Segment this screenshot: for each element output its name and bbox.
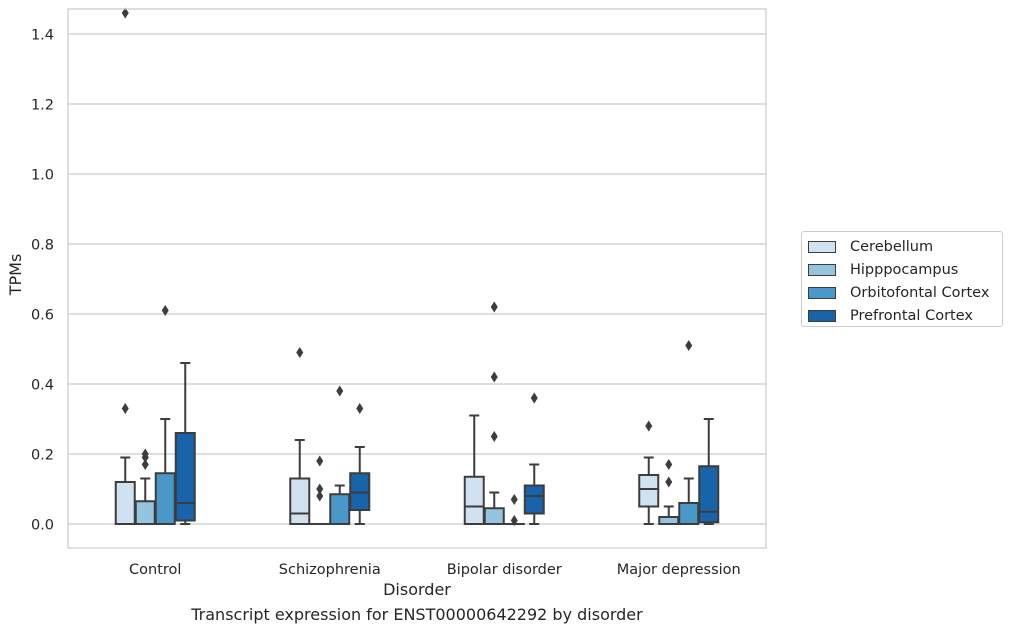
outlier-point — [336, 385, 344, 397]
outlier-point — [510, 494, 518, 505]
legend-item-hipppocampus: Hipppocampus — [808, 258, 1002, 281]
outlier-point — [296, 347, 304, 358]
box-prefrontal-cortex-schizophrenia — [349, 403, 371, 525]
outlier-point — [665, 476, 673, 488]
y-axis-ticks: 0.0 0.2 0.4 0.6 0.8 1.0 1.2 1.4 — [31, 28, 54, 534]
x-tick-label: Bipolar disorder — [447, 562, 562, 578]
box-body — [134, 500, 156, 525]
legend: Cerebellum Hipppocampus Orbitofontal Cor… — [801, 231, 1003, 327]
y-tick-label: 0.4 — [31, 378, 54, 394]
grid-lines — [68, 33, 766, 525]
legend-swatch-prefrontal-cortex — [808, 309, 836, 322]
outlier-point — [530, 392, 538, 404]
y-tick-label: 1.4 — [31, 28, 54, 44]
box-body — [174, 432, 196, 522]
box-body — [638, 474, 660, 508]
box-body — [658, 516, 680, 525]
outlier-point — [316, 455, 324, 467]
legend-label-cerebellum: Cerebellum — [850, 238, 934, 255]
legend-label-orbitofontal-cortex: Orbitofontal Cortex — [850, 284, 990, 301]
plot-frame — [67, 8, 767, 549]
outlier-point — [490, 371, 498, 383]
series-prefrontal-cortex — [174, 362, 720, 525]
legend-item-orbitofontal-cortex: Orbitofontal Cortex — [808, 281, 1002, 304]
box-body — [289, 477, 311, 525]
legend-label-hipppocampus: Hipppocampus — [850, 261, 959, 278]
box-prefrontal-cortex-major-depression — [698, 418, 720, 525]
box-body — [114, 481, 136, 525]
outlier-point — [141, 448, 149, 460]
outlier-point — [685, 340, 693, 351]
legend-swatch-hipppocampus — [808, 263, 836, 276]
legend-swatch-cerebellum — [808, 240, 836, 253]
box-series — [114, 7, 720, 526]
legend-swatch-orbitofontal-cortex — [808, 286, 836, 299]
legend-item-prefrontal-cortex: Prefrontal Cortex — [808, 304, 1002, 327]
outlier-point — [645, 420, 653, 432]
box-cerebellum-major-depression — [638, 420, 660, 525]
box-hipppocampus-major-depression — [658, 459, 680, 525]
box-hipppocampus-control — [134, 448, 156, 525]
y-tick-label: 0.8 — [31, 238, 54, 254]
outlier-point — [490, 431, 498, 442]
legend-item-cerebellum: Cerebellum — [808, 235, 1002, 258]
x-axis-ticks: Control Schizophrenia Bipolar disorder Majo… — [129, 562, 741, 578]
x-tick-label: Schizophrenia — [279, 562, 381, 578]
box-body — [463, 475, 485, 525]
outlier-point — [121, 403, 129, 414]
box-prefrontal-cortex-bipolar-disorder — [523, 392, 545, 525]
box-body — [154, 472, 176, 525]
box-orbitofontal-cortex-control — [154, 305, 176, 525]
y-tick-label: 1.2 — [31, 98, 54, 114]
outlier-point — [316, 483, 324, 495]
outlier-point — [356, 403, 364, 414]
outlier-point — [141, 459, 149, 470]
y-tick-label: 0.2 — [31, 448, 54, 464]
box-body — [678, 502, 700, 525]
box-body — [483, 507, 505, 525]
y-axis-label: TPMs — [6, 254, 25, 297]
box-orbitofontal-cortex-major-depression — [678, 340, 700, 525]
outlier-point — [510, 515, 518, 526]
box-body — [698, 465, 720, 524]
outlier-point — [161, 305, 169, 316]
series-orbitofontal-cortex — [154, 305, 700, 526]
box-hipppocampus-bipolar-disorder — [483, 301, 505, 525]
legend-label-prefrontal-cortex: Prefrontal Cortex — [850, 307, 973, 324]
box-cerebellum-schizophrenia — [289, 347, 311, 525]
outlier-point — [316, 490, 324, 502]
y-tick-label: 1.0 — [31, 168, 54, 184]
x-axis-label: Disorder — [383, 580, 451, 599]
outlier-point — [490, 301, 498, 313]
x-tick-label: Control — [129, 562, 181, 578]
y-tick-label: 0.0 — [31, 518, 54, 534]
box-orbitofontal-cortex-schizophrenia — [329, 385, 351, 525]
outlier-point — [121, 7, 129, 19]
box-cerebellum-control — [114, 7, 136, 525]
box-cerebellum-bipolar-disorder — [463, 414, 485, 525]
box-hipppocampus-schizophrenia — [309, 455, 331, 526]
box-prefrontal-cortex-control — [174, 362, 196, 525]
box-orbitofontal-cortex-bipolar-disorder — [503, 494, 525, 526]
y-tick-label: 0.6 — [31, 308, 54, 324]
x-tick-label: Major depression — [617, 562, 741, 578]
box-body — [523, 484, 545, 515]
figure-caption: Transcript expression for ENST0000064229… — [191, 605, 643, 624]
series-cerebellum — [114, 7, 660, 525]
outlier-point — [665, 459, 673, 470]
series-hipppocampus — [134, 301, 680, 526]
box-body — [329, 493, 351, 525]
